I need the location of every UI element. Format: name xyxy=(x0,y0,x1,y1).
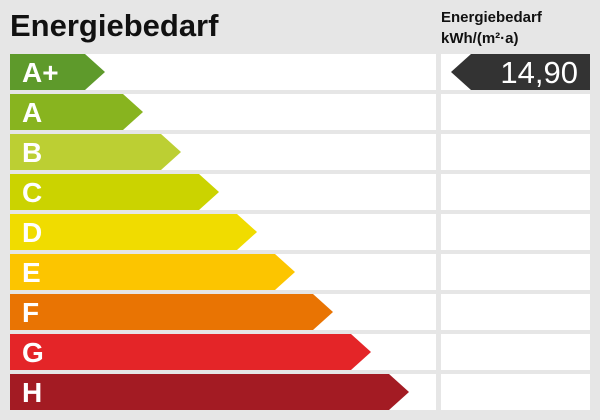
class-row: H xyxy=(10,374,436,410)
class-bar-h: H xyxy=(10,374,409,410)
class-bar-a: A xyxy=(10,94,143,130)
class-row: A+ xyxy=(10,54,436,90)
class-bar-g: G xyxy=(10,334,371,370)
class-bar-e: E xyxy=(10,254,295,290)
page-title: Energiebedarf xyxy=(10,8,219,43)
unit-label: Energiebedarf kWh/(m²·a) xyxy=(441,7,542,49)
class-label: E xyxy=(22,257,41,288)
unit-line-2: kWh/(m²·a) xyxy=(441,30,519,47)
class-row: D xyxy=(10,214,436,250)
value-cell xyxy=(441,374,590,410)
value-cell xyxy=(441,174,590,210)
class-label: B xyxy=(22,137,43,168)
class-bar-c: C xyxy=(10,174,219,210)
class-label: G xyxy=(22,337,44,368)
value-marker: 14,90 xyxy=(451,54,590,90)
class-row: E xyxy=(10,254,436,290)
class-bar-b: B xyxy=(10,134,181,170)
class-label: H xyxy=(22,377,43,408)
class-row: F xyxy=(10,294,436,330)
class-row: A xyxy=(10,94,436,130)
class-row: G xyxy=(10,334,436,370)
value-cell xyxy=(441,134,590,170)
value-cell xyxy=(441,294,590,330)
value-cell xyxy=(441,254,590,290)
class-label: C xyxy=(22,177,43,208)
class-label: D xyxy=(22,217,43,248)
value-cell xyxy=(441,334,590,370)
unit-line-1: Energiebedarf xyxy=(441,9,542,26)
class-bar-aplus: A+ xyxy=(10,54,105,90)
class-bar-d: D xyxy=(10,214,257,250)
class-label: A xyxy=(22,97,43,128)
class-row: B xyxy=(10,134,436,170)
class-bar-f: F xyxy=(10,294,333,330)
value-text: 14,90 xyxy=(500,55,578,90)
class-row: C xyxy=(10,174,436,210)
value-cell xyxy=(441,214,590,250)
class-label: A+ xyxy=(22,57,59,88)
class-label: F xyxy=(22,297,40,328)
value-cell xyxy=(441,94,590,130)
